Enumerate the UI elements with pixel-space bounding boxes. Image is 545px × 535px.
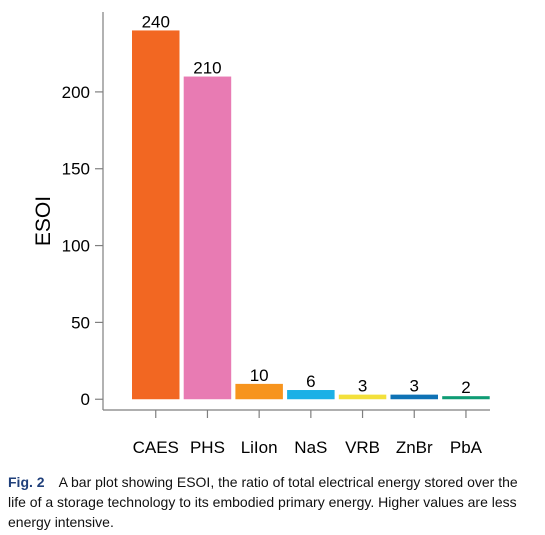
y-tick-label: 200 xyxy=(62,83,90,102)
x-tick-label-pba: PbA xyxy=(450,438,483,457)
x-tick-label-liion: LiIon xyxy=(241,438,278,457)
esoi-bar-chart: 0 50 100 150 200 CAES PHS LiIon NaS VRB ZnBr PbA 2… xyxy=(32,12,490,457)
y-tick-label: 0 xyxy=(81,390,90,409)
x-tick-label-caes: CAES xyxy=(133,438,179,457)
bar-liion xyxy=(235,383,283,400)
x-tick-label-vrb: VRB xyxy=(345,438,380,457)
data-labels: 240 210 10 6 3 3 2 xyxy=(142,12,471,397)
x-tick-label-znbr: ZnBr xyxy=(396,438,433,457)
bar-phs xyxy=(183,76,232,400)
bar-pba xyxy=(442,396,490,400)
x-tick-label-phs: PHS xyxy=(190,438,225,457)
data-label-znbr: 3 xyxy=(410,377,419,396)
bar-caes xyxy=(132,30,180,400)
caption-text: A bar plot showing ESOI, the ratio of to… xyxy=(8,474,518,530)
bar-znbr xyxy=(390,394,438,400)
data-label-nas: 6 xyxy=(306,372,315,391)
y-tick-label: 100 xyxy=(62,237,90,256)
y-tick-label: 50 xyxy=(71,313,90,332)
y-axis-label: ESOI xyxy=(32,196,55,246)
bar-vrb xyxy=(338,394,387,400)
bars xyxy=(132,30,490,400)
data-label-vrb: 3 xyxy=(358,377,367,396)
x-axis: CAES PHS LiIon NaS VRB ZnBr PbA xyxy=(103,409,490,457)
figure-label: Fig. 2 xyxy=(8,474,45,490)
y-tick-label: 150 xyxy=(62,160,90,179)
data-label-caes: 240 xyxy=(142,12,170,31)
data-label-pba: 2 xyxy=(461,378,470,397)
data-label-liion: 10 xyxy=(250,366,269,385)
bar-nas xyxy=(287,390,335,400)
x-tick-label-nas: NaS xyxy=(294,438,327,457)
data-label-phs: 210 xyxy=(193,59,221,78)
y-axis: 0 50 100 150 200 xyxy=(62,12,104,410)
